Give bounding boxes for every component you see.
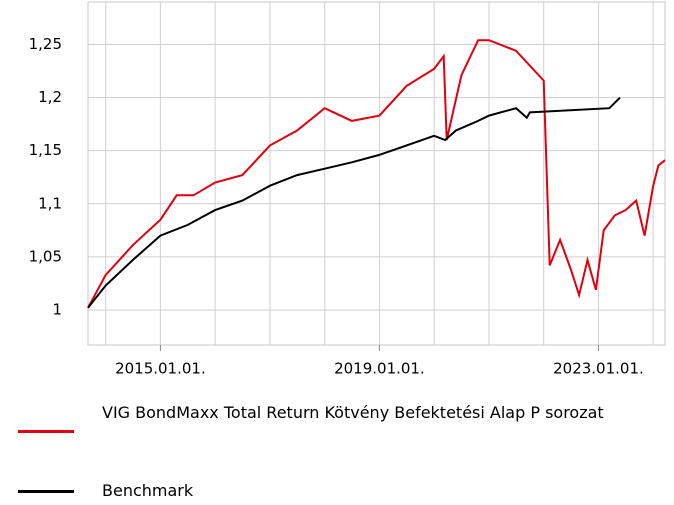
y-tick-label: 1,1 xyxy=(38,194,62,212)
x-tick-label: 2023.01.01. xyxy=(553,360,644,378)
legend-label: Benchmark xyxy=(102,481,194,500)
legend-item: Benchmark xyxy=(0,455,674,505)
plot-border xyxy=(87,1,666,346)
series-line xyxy=(87,39,666,309)
y-tick-label: 1,05 xyxy=(29,247,62,265)
y-tick-label: 1,2 xyxy=(38,88,62,106)
x-tick-label: 2019.01.01. xyxy=(334,360,425,378)
x-tick-label: 2015.01.01. xyxy=(115,360,206,378)
legend-swatch xyxy=(18,430,74,433)
legend-item: VIG BondMaxx Total Return Kötvény Befekt… xyxy=(0,395,674,455)
chart: 1 1,05 1,1 1,15 1,2 1,25 2015.01.01. 2019.01.01… xyxy=(29,1,666,378)
legend-swatch xyxy=(18,490,74,493)
y-tick-label: 1,15 xyxy=(29,141,62,159)
y-tick-label: 1,25 xyxy=(29,35,62,53)
legend-label: VIG BondMaxx Total Return Kötvény Befekt… xyxy=(102,403,604,422)
legend: VIG BondMaxx Total Return Kötvény Befekt… xyxy=(0,395,674,505)
series-line xyxy=(87,96,621,309)
y-tick-label: 1 xyxy=(52,300,62,318)
